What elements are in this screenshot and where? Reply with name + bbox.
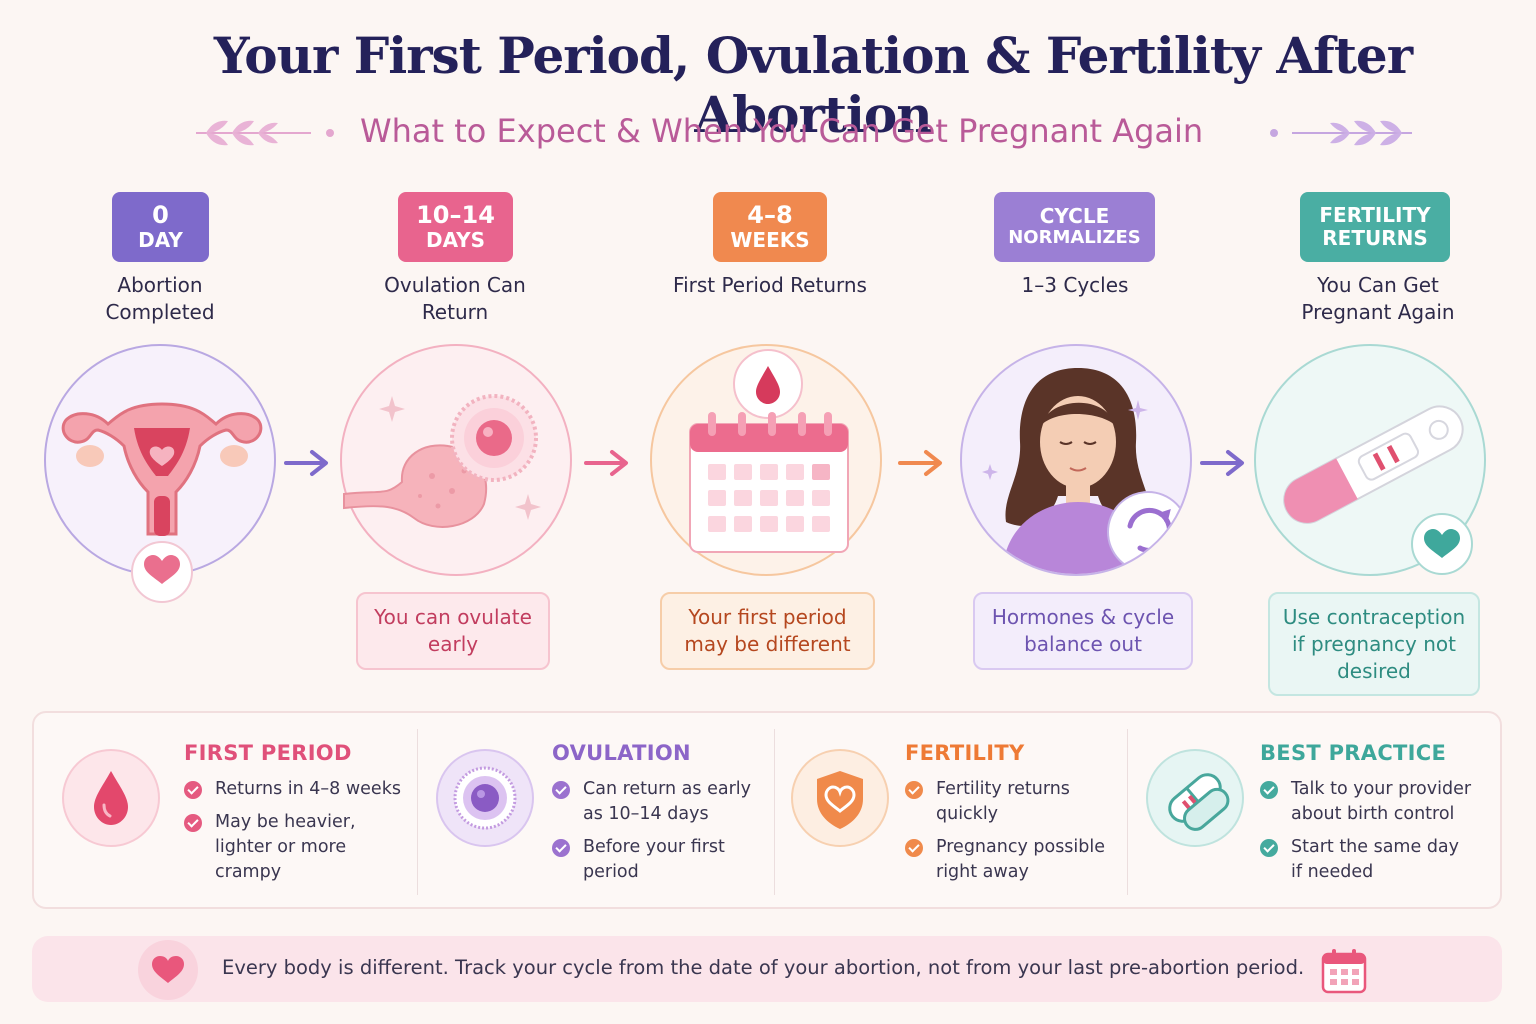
- badge-unit: DAYS: [425, 228, 486, 253]
- check-icon: [905, 839, 923, 857]
- info-list: Returns in 4–8 weeks May be heavier, lig…: [184, 777, 424, 893]
- badge-number: 4–8: [747, 200, 793, 229]
- list-item: Pregnancy possible right away: [905, 835, 1115, 885]
- note-fertility: Use contraception if pregnancy not desir…: [1268, 592, 1480, 696]
- check-icon: [905, 781, 923, 799]
- list-item: Returns in 4–8 weeks: [184, 777, 424, 802]
- list-item-text: Can return as early as 10–14 days: [583, 779, 751, 824]
- info-panel: FIRST PERIOD Returns in 4–8 weeks May be…: [32, 711, 1502, 909]
- badge-unit: DAY: [138, 228, 183, 253]
- calendar-drop-icon: [650, 344, 882, 576]
- list-item: Can return as early as 10–14 days: [552, 777, 758, 827]
- badge-unit: WEEKS: [730, 228, 810, 253]
- list-item: Before your first period: [552, 835, 758, 885]
- step-badge-abortion: 0 DAY: [112, 192, 209, 262]
- check-icon: [184, 781, 202, 799]
- left-leaf-ornament: [196, 120, 334, 146]
- step-badge-period: 4–8 WEEKS: [713, 192, 827, 262]
- info-column-fertility: FERTILITY Fertility returns quickly Preg…: [775, 713, 1127, 907]
- subtitle: What to Expect & When You Can Get Pregna…: [360, 112, 1204, 150]
- heart-icon: [138, 940, 198, 1000]
- info-heading: OVULATION: [552, 741, 691, 765]
- arrow-right-icon: [284, 450, 328, 476]
- info-heading: FERTILITY: [905, 741, 1025, 765]
- step-label-fertility: You Can Get Pregnant Again: [1301, 273, 1455, 324]
- check-icon: [1260, 781, 1278, 799]
- right-leaf-ornament: [1270, 120, 1412, 146]
- note-ovulation: You can ovulate early: [356, 592, 550, 670]
- step-label-period: First Period Returns: [673, 273, 867, 297]
- uterus-icon: [44, 344, 276, 603]
- egg-cell-icon: [436, 749, 534, 847]
- calendar-icon: [1321, 949, 1367, 994]
- check-icon: [1260, 839, 1278, 857]
- list-item: Talk to your provider about birth contro…: [1260, 777, 1490, 827]
- step-label-abortion: Abortion Completed: [105, 273, 215, 324]
- column-divider: [774, 729, 775, 895]
- check-icon: [552, 781, 570, 799]
- badge-line1: FERTILITY: [1319, 203, 1431, 227]
- woman-cycle-icon: [960, 344, 1192, 576]
- badge-number: 10–14: [416, 200, 495, 229]
- list-item-text: Returns in 4–8 weeks: [215, 779, 401, 799]
- footer-banner: Every body is different. Track your cycl…: [32, 936, 1502, 1002]
- heart-shield-icon: [791, 749, 889, 847]
- column-divider: [417, 729, 418, 895]
- info-list: Fertility returns quickly Pregnancy poss…: [905, 777, 1115, 893]
- arrow-right-icon: [584, 450, 628, 476]
- step-label-ovulation: Ovulation Can Return: [384, 273, 526, 324]
- list-item-text: Before your first period: [583, 837, 725, 882]
- arrow-right-icon: [1200, 450, 1244, 476]
- note-cycle: Hormones & cycle balance out: [973, 592, 1193, 670]
- list-item-text: Talk to your provider about birth contro…: [1291, 779, 1472, 824]
- check-icon: [184, 814, 202, 832]
- list-item: May be heavier, lighter or more crampy: [184, 810, 374, 885]
- list-item-text: Start the same day if needed: [1291, 837, 1460, 882]
- check-icon: [552, 839, 570, 857]
- footer-text: Every body is different. Track your cycl…: [222, 956, 1305, 979]
- badge-number: 0: [152, 200, 169, 229]
- step-badge-fertility: FERTILITY RETURNS: [1300, 192, 1450, 262]
- arrow-right-icon: [898, 450, 942, 476]
- column-divider: [1127, 729, 1128, 895]
- page-title: Your First Period, Ovulation & Fertility…: [213, 26, 1413, 144]
- info-column-ovulation: OVULATION Can return as early as 10–14 d…: [418, 713, 774, 907]
- badge-line2: RETURNS: [1322, 226, 1428, 250]
- info-heading: FIRST PERIOD: [184, 741, 352, 765]
- info-column-first-period: FIRST PERIOD Returns in 4–8 weeks May be…: [34, 713, 416, 907]
- note-period: Your first period may be different: [660, 592, 875, 670]
- info-list: Talk to your provider about birth contro…: [1260, 777, 1490, 893]
- list-item-text: Pregnancy possible right away: [936, 837, 1106, 882]
- step-badge-cycle: CYCLE NORMALIZES: [994, 192, 1155, 262]
- step-label-cycle: 1–3 Cycles: [1021, 273, 1129, 297]
- info-column-best-practice: BEST PRACTICE Talk to your provider abou…: [1128, 713, 1500, 907]
- step-badge-ovulation: 10–14 DAYS: [398, 192, 513, 262]
- list-item-text: May be heavier, lighter or more crampy: [215, 812, 356, 882]
- list-item-text: Fertility returns quickly: [936, 779, 1070, 824]
- blood-drop-icon: [62, 749, 160, 847]
- ovary-egg-icon: [340, 344, 572, 576]
- badge-line2: NORMALIZES: [1008, 227, 1141, 249]
- pregnancy-test-icon: [1254, 344, 1486, 576]
- contraceptive-icon: [1146, 749, 1244, 847]
- badge-line1: CYCLE: [1039, 204, 1110, 229]
- list-item: Fertility returns quickly: [905, 777, 1075, 827]
- info-heading: BEST PRACTICE: [1260, 741, 1447, 765]
- subtitle-row: What to Expect & When You Can Get Pregna…: [0, 108, 1536, 158]
- list-item: Start the same day if needed: [1260, 835, 1460, 885]
- info-list: Can return as early as 10–14 days Before…: [552, 777, 758, 893]
